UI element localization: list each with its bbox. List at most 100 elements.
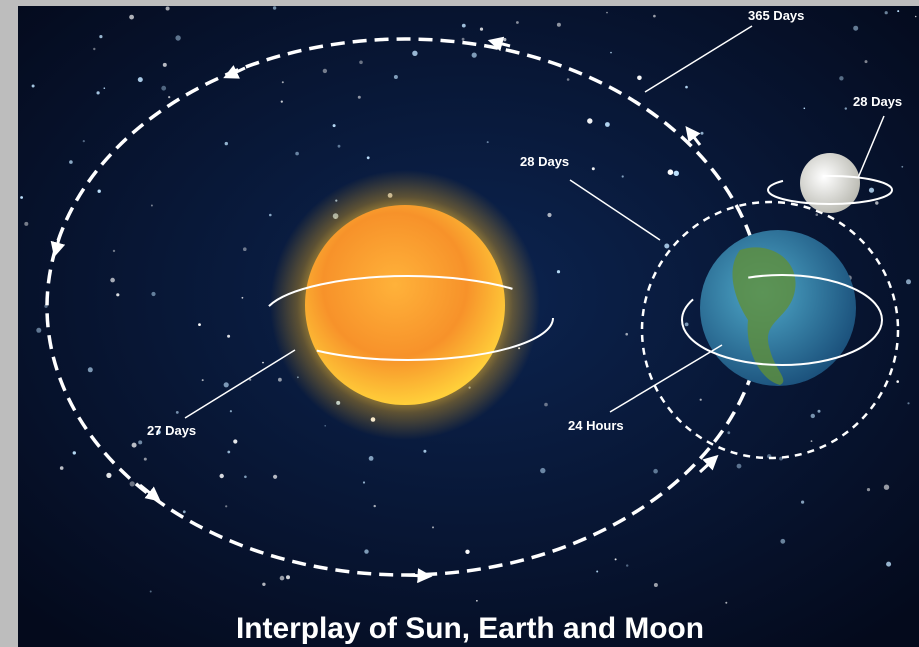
star xyxy=(417,580,419,582)
star xyxy=(282,81,284,83)
star xyxy=(93,48,95,50)
star xyxy=(587,118,592,123)
star xyxy=(737,464,742,469)
star xyxy=(129,15,134,20)
star xyxy=(867,488,870,491)
star xyxy=(227,451,230,454)
star xyxy=(701,132,704,135)
star xyxy=(557,23,561,27)
star xyxy=(915,16,917,18)
orbit-arrow xyxy=(405,575,425,576)
star xyxy=(503,38,506,41)
star xyxy=(273,475,277,479)
star xyxy=(144,458,147,461)
star xyxy=(637,76,642,81)
star xyxy=(906,279,911,284)
star xyxy=(811,414,815,418)
star xyxy=(674,171,679,176)
star xyxy=(233,439,237,443)
star xyxy=(138,440,142,444)
star xyxy=(626,564,628,566)
star xyxy=(816,213,819,216)
label: 27 Days xyxy=(147,423,196,438)
star xyxy=(88,367,93,372)
star xyxy=(465,550,469,554)
star xyxy=(412,51,417,56)
star xyxy=(653,15,656,18)
label: 28 Days xyxy=(520,154,569,169)
star xyxy=(324,425,326,427)
star xyxy=(24,222,28,226)
star xyxy=(323,69,327,73)
star xyxy=(286,575,290,579)
star xyxy=(462,24,466,28)
star xyxy=(901,166,903,168)
star xyxy=(516,21,519,24)
star xyxy=(845,107,847,109)
star xyxy=(487,141,489,143)
star xyxy=(166,7,170,11)
star xyxy=(547,213,551,217)
star xyxy=(110,278,115,283)
star xyxy=(839,76,843,80)
star xyxy=(801,501,804,504)
star xyxy=(394,75,398,79)
star xyxy=(369,456,374,461)
star xyxy=(480,28,483,31)
star xyxy=(220,474,224,478)
star xyxy=(262,362,264,364)
star xyxy=(367,156,370,159)
star xyxy=(151,205,153,207)
star xyxy=(161,86,166,91)
sun xyxy=(305,205,505,405)
star xyxy=(472,53,477,58)
star xyxy=(230,410,232,412)
star xyxy=(622,175,624,177)
star xyxy=(727,431,730,434)
star xyxy=(605,122,610,127)
star xyxy=(364,549,368,553)
star xyxy=(176,411,179,414)
star xyxy=(358,96,361,99)
star xyxy=(280,576,285,581)
star xyxy=(804,108,806,110)
star xyxy=(116,293,119,296)
star xyxy=(281,101,283,103)
star xyxy=(423,450,426,453)
star xyxy=(338,145,341,148)
star xyxy=(653,469,658,474)
star xyxy=(875,201,878,204)
star xyxy=(104,87,106,89)
star xyxy=(273,6,276,9)
star xyxy=(106,473,111,478)
star xyxy=(363,481,365,483)
star xyxy=(374,505,376,507)
star xyxy=(269,214,272,217)
star xyxy=(359,61,363,65)
star xyxy=(168,96,170,98)
title: Interplay of Sun, Earth and Moon xyxy=(236,612,704,645)
star xyxy=(897,10,899,12)
star xyxy=(151,292,155,296)
star xyxy=(592,167,595,170)
star xyxy=(896,380,899,383)
star xyxy=(654,583,658,587)
star xyxy=(202,379,204,381)
star xyxy=(113,250,115,252)
star xyxy=(36,328,41,333)
star xyxy=(865,60,868,63)
star xyxy=(73,451,76,454)
star xyxy=(557,270,560,273)
star xyxy=(225,505,227,507)
diagram: 365 Days 28 Days 28 Days 27 Days 24 Hour… xyxy=(0,0,919,647)
star xyxy=(811,440,813,442)
label: 365 Days xyxy=(748,8,804,23)
star xyxy=(664,244,669,249)
star xyxy=(885,11,888,14)
star xyxy=(886,562,891,567)
star xyxy=(163,63,167,67)
star xyxy=(625,333,628,336)
star xyxy=(610,52,612,54)
star xyxy=(243,247,247,251)
star xyxy=(780,539,785,544)
